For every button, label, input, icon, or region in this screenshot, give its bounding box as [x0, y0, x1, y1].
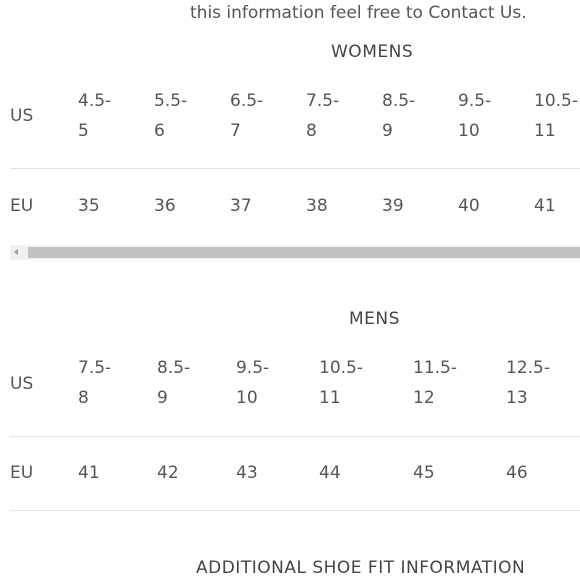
intro-text: this information feel free to Contact Us…	[190, 3, 527, 23]
size-cell: 11.5-	[413, 358, 457, 378]
row-label: EU	[10, 463, 34, 483]
size-cell: 4.5-	[78, 91, 112, 111]
size-cell: 12	[413, 388, 435, 408]
size-cell: 46	[506, 463, 528, 483]
size-cell: 39	[382, 196, 404, 216]
size-cell: 12.5-	[506, 358, 550, 378]
mens-title: MENS	[349, 309, 400, 329]
size-cell: 10	[236, 388, 258, 408]
size-cell: 11	[319, 388, 341, 408]
size-cell: 41	[78, 463, 100, 483]
divider	[10, 168, 580, 169]
size-cell: 35	[78, 196, 100, 216]
size-cell: 37	[230, 196, 252, 216]
size-cell: 9	[382, 121, 393, 141]
size-cell: 42	[157, 463, 179, 483]
size-cell: 36	[154, 196, 176, 216]
size-cell: 5.5-	[154, 91, 188, 111]
womens-title: WOMENS	[331, 42, 414, 62]
size-cell: 10.5-	[319, 358, 363, 378]
size-cell: 7.5-	[78, 358, 112, 378]
size-cell: 6.5-	[230, 91, 264, 111]
row-label: US	[10, 374, 34, 394]
size-cell: 45	[413, 463, 435, 483]
size-cell: 5	[78, 121, 89, 141]
size-cell: 9	[157, 388, 168, 408]
size-cell: 41	[534, 196, 556, 216]
size-cell: 8	[78, 388, 89, 408]
size-cell: 38	[306, 196, 328, 216]
footer-heading: ADDITIONAL SHOE FIT INFORMATION	[196, 558, 526, 578]
divider	[10, 436, 580, 437]
size-cell: 40	[458, 196, 480, 216]
size-cell: 10	[458, 121, 480, 141]
size-cell: 10.5-	[534, 91, 578, 111]
size-cell: 13	[506, 388, 528, 408]
scrollbar-thumb[interactable]	[28, 247, 580, 258]
size-cell: 8.5-	[157, 358, 191, 378]
size-cell: 9.5-	[458, 91, 492, 111]
scroll-left-arrow[interactable]	[14, 249, 18, 255]
scrollbar-track[interactable]	[10, 245, 580, 260]
size-cell: 9.5-	[236, 358, 270, 378]
size-cell: 6	[154, 121, 165, 141]
size-cell: 11	[534, 121, 556, 141]
size-cell: 43	[236, 463, 258, 483]
size-cell: 8	[306, 121, 317, 141]
row-label: US	[10, 106, 34, 126]
size-cell: 7.5-	[306, 91, 340, 111]
size-cell: 44	[319, 463, 341, 483]
size-cell: 8.5-	[382, 91, 416, 111]
divider	[10, 510, 580, 511]
size-cell: 7	[230, 121, 241, 141]
row-label: EU	[10, 196, 34, 216]
